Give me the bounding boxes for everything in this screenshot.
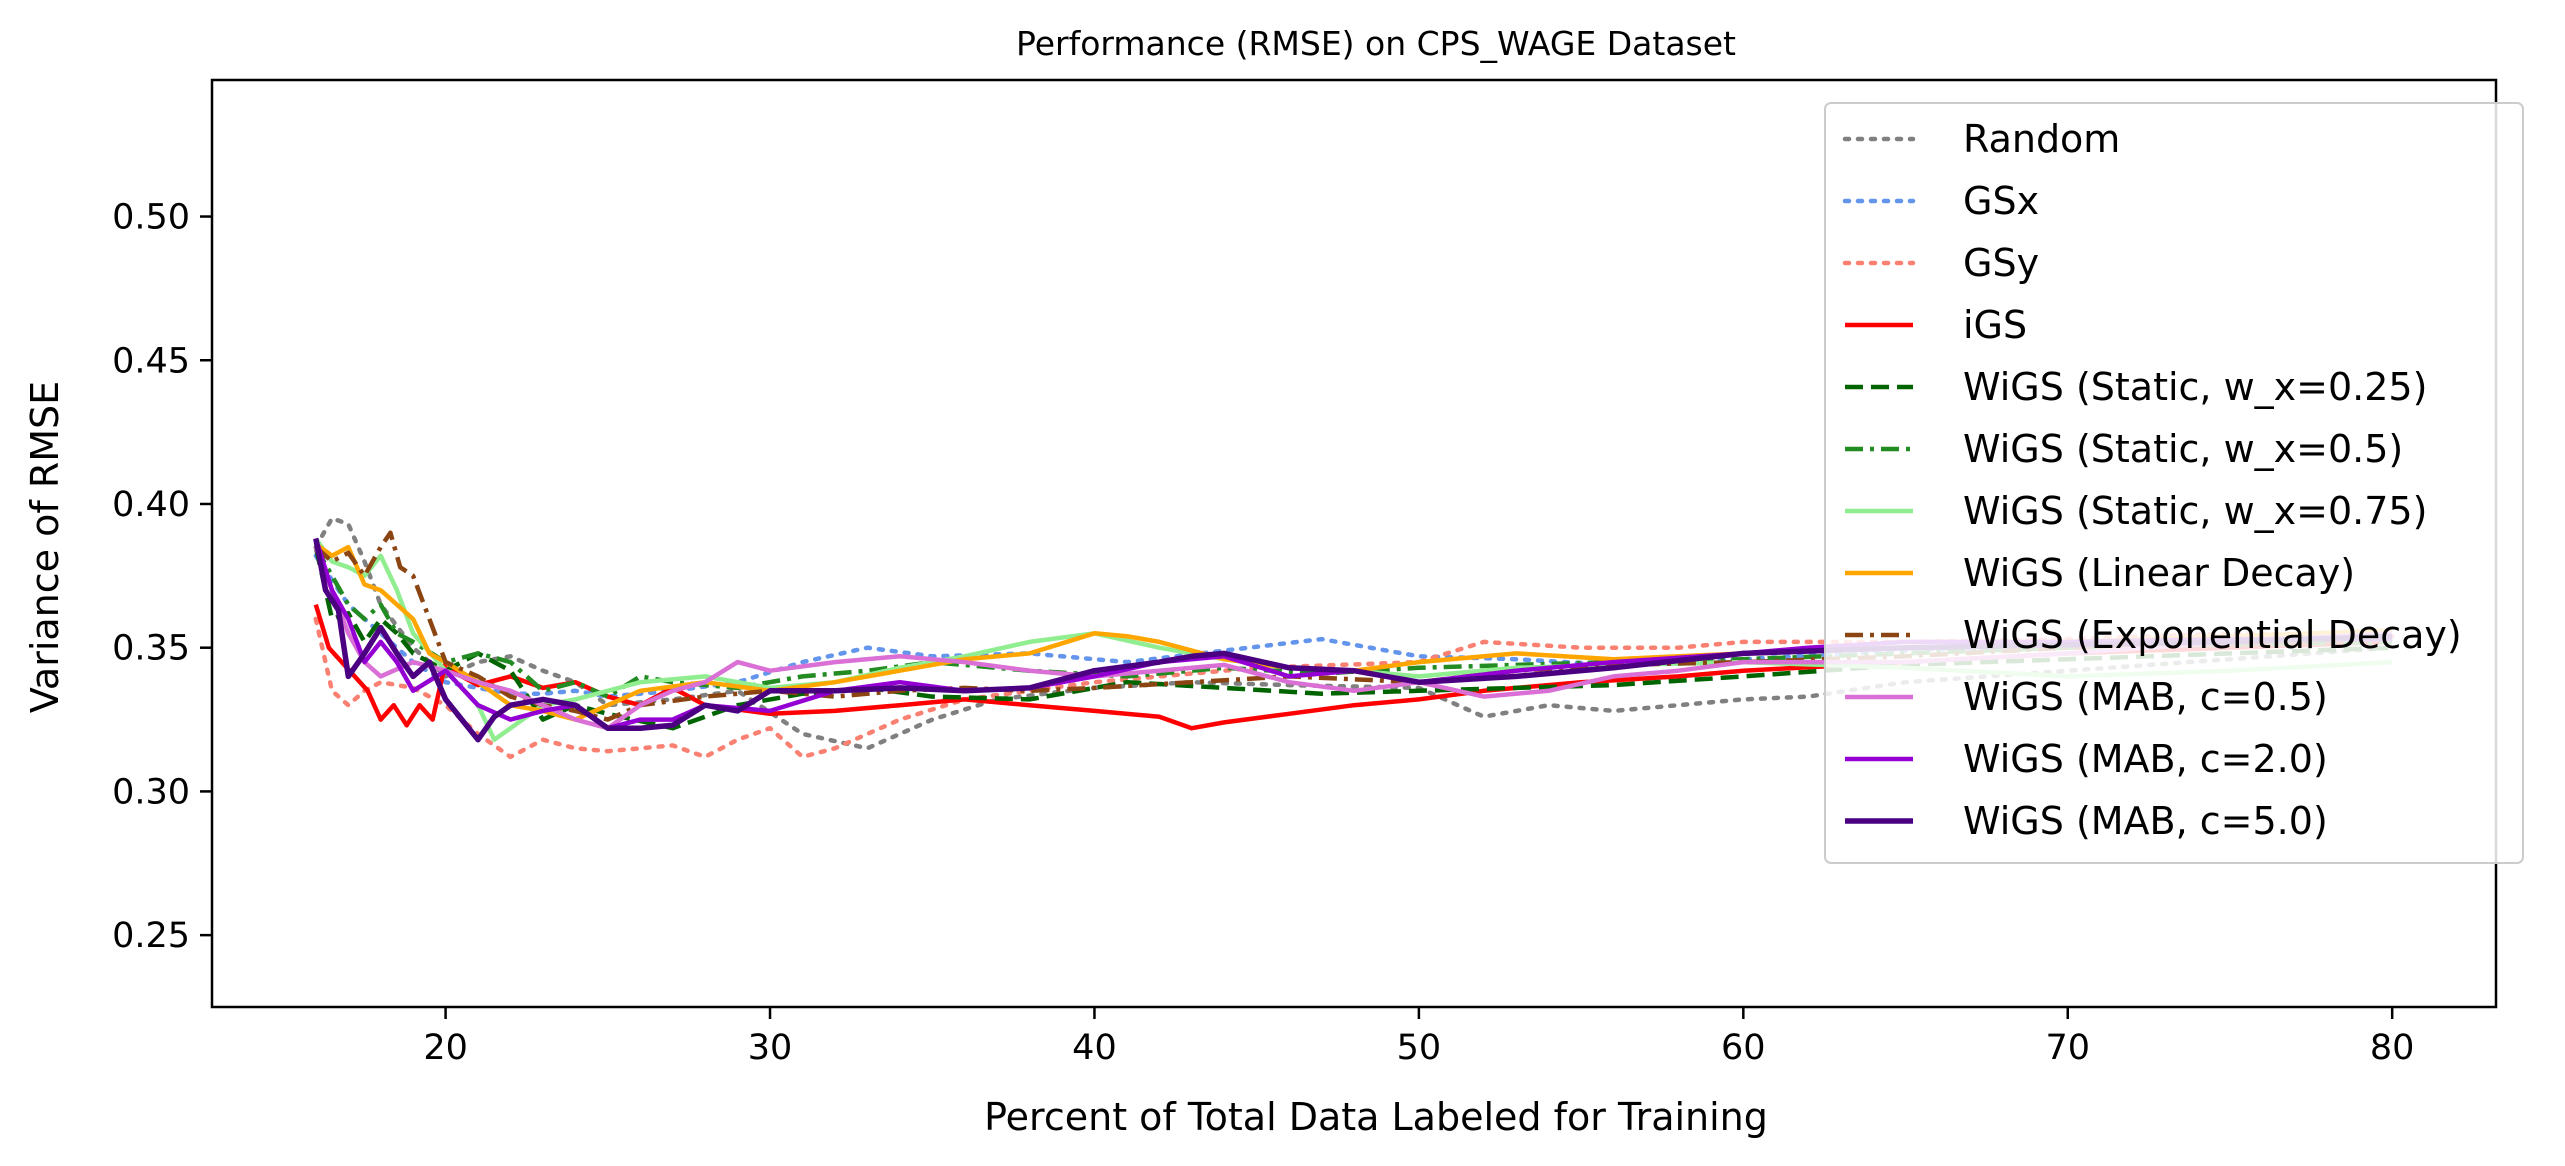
legend-box bbox=[1824, 102, 2524, 864]
x-tick-label: 60 bbox=[1721, 1028, 1766, 1068]
x-axis-label: Percent of Total Data Labeled for Traini… bbox=[984, 1095, 1768, 1139]
y-axis-label: Variance of RMSE bbox=[23, 381, 67, 713]
legend-label: WiGS (MAB, c=5.0) bbox=[1963, 799, 2328, 843]
y-axis: 0.25 0.30 0.35 0.40 0.45 0.50 bbox=[112, 198, 212, 956]
plot-lines bbox=[313, 516, 2395, 760]
y-tick-label: 0.30 bbox=[112, 772, 190, 812]
legend-label: WiGS (Static, w_x=0.5) bbox=[1963, 427, 2403, 471]
legend-label: WiGS (Linear Decay) bbox=[1963, 551, 2355, 595]
legend-label: WiGS (Static, w_x=0.25) bbox=[1963, 365, 2427, 409]
legend-label: WiGS (MAB, c=0.5) bbox=[1963, 675, 2328, 719]
series-line-5 bbox=[313, 546, 2393, 731]
legend-label: iGS bbox=[1963, 303, 2027, 347]
x-tick-label: 40 bbox=[1072, 1028, 1117, 1068]
legend-label: Random bbox=[1963, 117, 2120, 161]
legend-label: WiGS (Static, w_x=0.75) bbox=[1963, 489, 2427, 533]
legend: Random GSx GSy iGS WiGS (Static, w_x=0.25) Wi… bbox=[1824, 102, 2524, 864]
x-axis: 20 30 40 50 60 70 80 bbox=[423, 1007, 2414, 1068]
y-tick-label: 0.25 bbox=[112, 916, 190, 956]
y-tick-label: 0.35 bbox=[112, 629, 190, 669]
series-line-12 bbox=[313, 537, 2393, 743]
series-line-1 bbox=[313, 516, 2395, 751]
y-tick-label: 0.50 bbox=[112, 198, 190, 238]
x-tick-label: 50 bbox=[1397, 1028, 1442, 1068]
series-line-8 bbox=[314, 542, 2393, 722]
x-tick-label: 80 bbox=[2370, 1028, 2415, 1068]
legend-label: WiGS (Exponential Decay) bbox=[1963, 613, 2462, 657]
y-tick-label: 0.40 bbox=[112, 485, 190, 525]
x-tick-label: 20 bbox=[423, 1028, 468, 1068]
x-tick-label: 70 bbox=[2045, 1028, 2090, 1068]
legend-label: GSx bbox=[1963, 179, 2039, 223]
x-tick-label: 30 bbox=[748, 1028, 793, 1068]
y-tick-label: 0.45 bbox=[112, 341, 190, 381]
legend-label: GSy bbox=[1963, 241, 2039, 285]
chart-title: Performance (RMSE) on CPS_WAGE Dataset bbox=[1016, 24, 1736, 63]
series-line-3 bbox=[313, 616, 2395, 760]
series-line-10 bbox=[313, 546, 2393, 731]
legend-label: WiGS (MAB, c=2.0) bbox=[1963, 737, 2328, 781]
